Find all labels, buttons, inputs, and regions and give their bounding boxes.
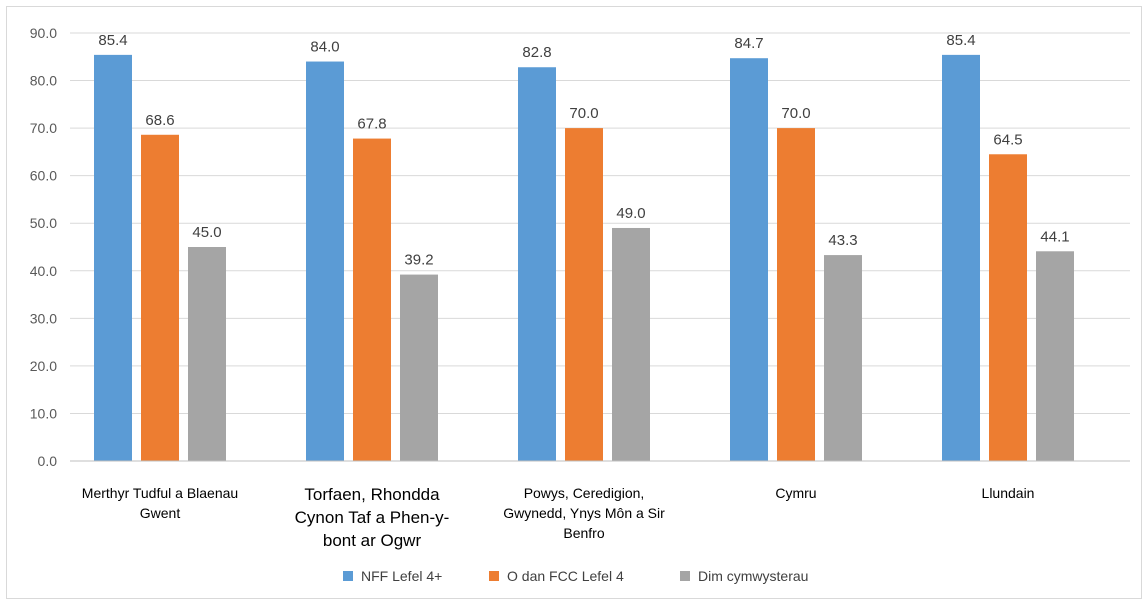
data-label: 49.0	[616, 205, 645, 222]
bar	[1036, 251, 1074, 461]
y-tick-label: 20.0	[30, 358, 57, 374]
y-tick-label: 60.0	[30, 168, 57, 184]
y-tick-label: 40.0	[30, 263, 57, 279]
legend-swatch	[680, 571, 690, 581]
bar	[188, 247, 226, 461]
data-label: 84.0	[310, 39, 339, 56]
x-category-label-line: bont ar Ogwr	[323, 531, 422, 550]
bar	[353, 138, 391, 461]
x-category-label: Llundain	[982, 485, 1035, 501]
bar	[612, 227, 650, 461]
x-category-label-line: Cymru	[775, 485, 816, 501]
data-label: 67.8	[357, 116, 386, 133]
x-category-label-line: Gwent	[140, 505, 181, 521]
data-label: 39.2	[404, 252, 433, 269]
bar	[94, 54, 132, 462]
data-label: 43.3	[828, 232, 857, 249]
legend-label: NFF Lefel 4+	[361, 568, 442, 584]
data-label: 64.5	[993, 131, 1022, 148]
y-tick-label: 80.0	[30, 73, 57, 89]
bar	[730, 58, 768, 462]
bar	[565, 128, 603, 461]
x-category-label-line: Benfro	[563, 525, 604, 541]
data-label: 68.6	[145, 112, 174, 129]
bar	[400, 274, 438, 461]
bar	[777, 128, 815, 461]
y-tick-label: 90.0	[30, 25, 57, 41]
y-tick-label: 30.0	[30, 310, 57, 326]
data-label: 82.8	[522, 44, 551, 61]
x-category-label-line: Merthyr Tudful a Blaenau	[82, 485, 238, 501]
x-category-label-line: Torfaen, Rhondda	[304, 485, 440, 504]
data-label: 84.7	[734, 35, 763, 52]
legend: NFF Lefel 4+ O dan FCC Lefel 4 Dim cymwyst…	[343, 568, 808, 584]
x-category-label: Merthyr Tudful a Blaenau Gwent	[82, 485, 238, 521]
bar	[141, 134, 179, 461]
data-labels: 85.4 84.0 82.8 84.7 85.4 68.6 67.8 70.0 70.0 64.5…	[98, 32, 1069, 269]
y-tick-label: 50.0	[30, 215, 57, 231]
data-label: 85.4	[946, 32, 975, 49]
data-label: 44.1	[1040, 228, 1069, 245]
bar	[824, 255, 862, 461]
bar	[306, 61, 344, 462]
x-category-label-line: Powys, Ceredigion,	[524, 485, 645, 501]
x-category-label: Torfaen, Rhondda Cynon Taf a Phen-y-bont …	[295, 485, 450, 550]
x-category-label: Powys, Ceredigion, Gwynedd, Ynys Môn a Si…	[503, 485, 665, 541]
legend-label: Dim cymwysterau	[698, 568, 808, 584]
x-category-label: Cymru	[775, 485, 816, 501]
data-label: 85.4	[98, 32, 127, 49]
x-category-label-line: Llundain	[982, 485, 1035, 501]
legend-swatch	[343, 571, 353, 581]
chart-frame	[6, 6, 1142, 599]
y-tick-label: 70.0	[30, 120, 57, 136]
bar	[942, 54, 980, 462]
bar	[518, 67, 556, 462]
x-category-label-line: Gwynedd, Ynys Môn a Sir	[503, 505, 665, 521]
x-category-label-line: Cynon Taf a Phen-y-	[295, 508, 450, 527]
x-axis: Merthyr Tudful a Blaenau Gwent Torfaen, Rh…	[70, 460, 1130, 550]
data-label: 70.0	[781, 105, 810, 122]
y-tick-label: 10.0	[30, 405, 57, 421]
data-label: 45.0	[192, 224, 221, 241]
data-label: 70.0	[569, 105, 598, 122]
bars	[94, 54, 1074, 462]
bar	[989, 154, 1027, 461]
y-axis: 0.0 10.0 20.0 30.0 40.0 50.0 60.0 70.0 80.0 90.0	[30, 25, 57, 469]
y-tick-label: 0.0	[38, 453, 58, 469]
legend-swatch	[489, 571, 499, 581]
legend-label: O dan FCC Lefel 4	[507, 568, 624, 584]
